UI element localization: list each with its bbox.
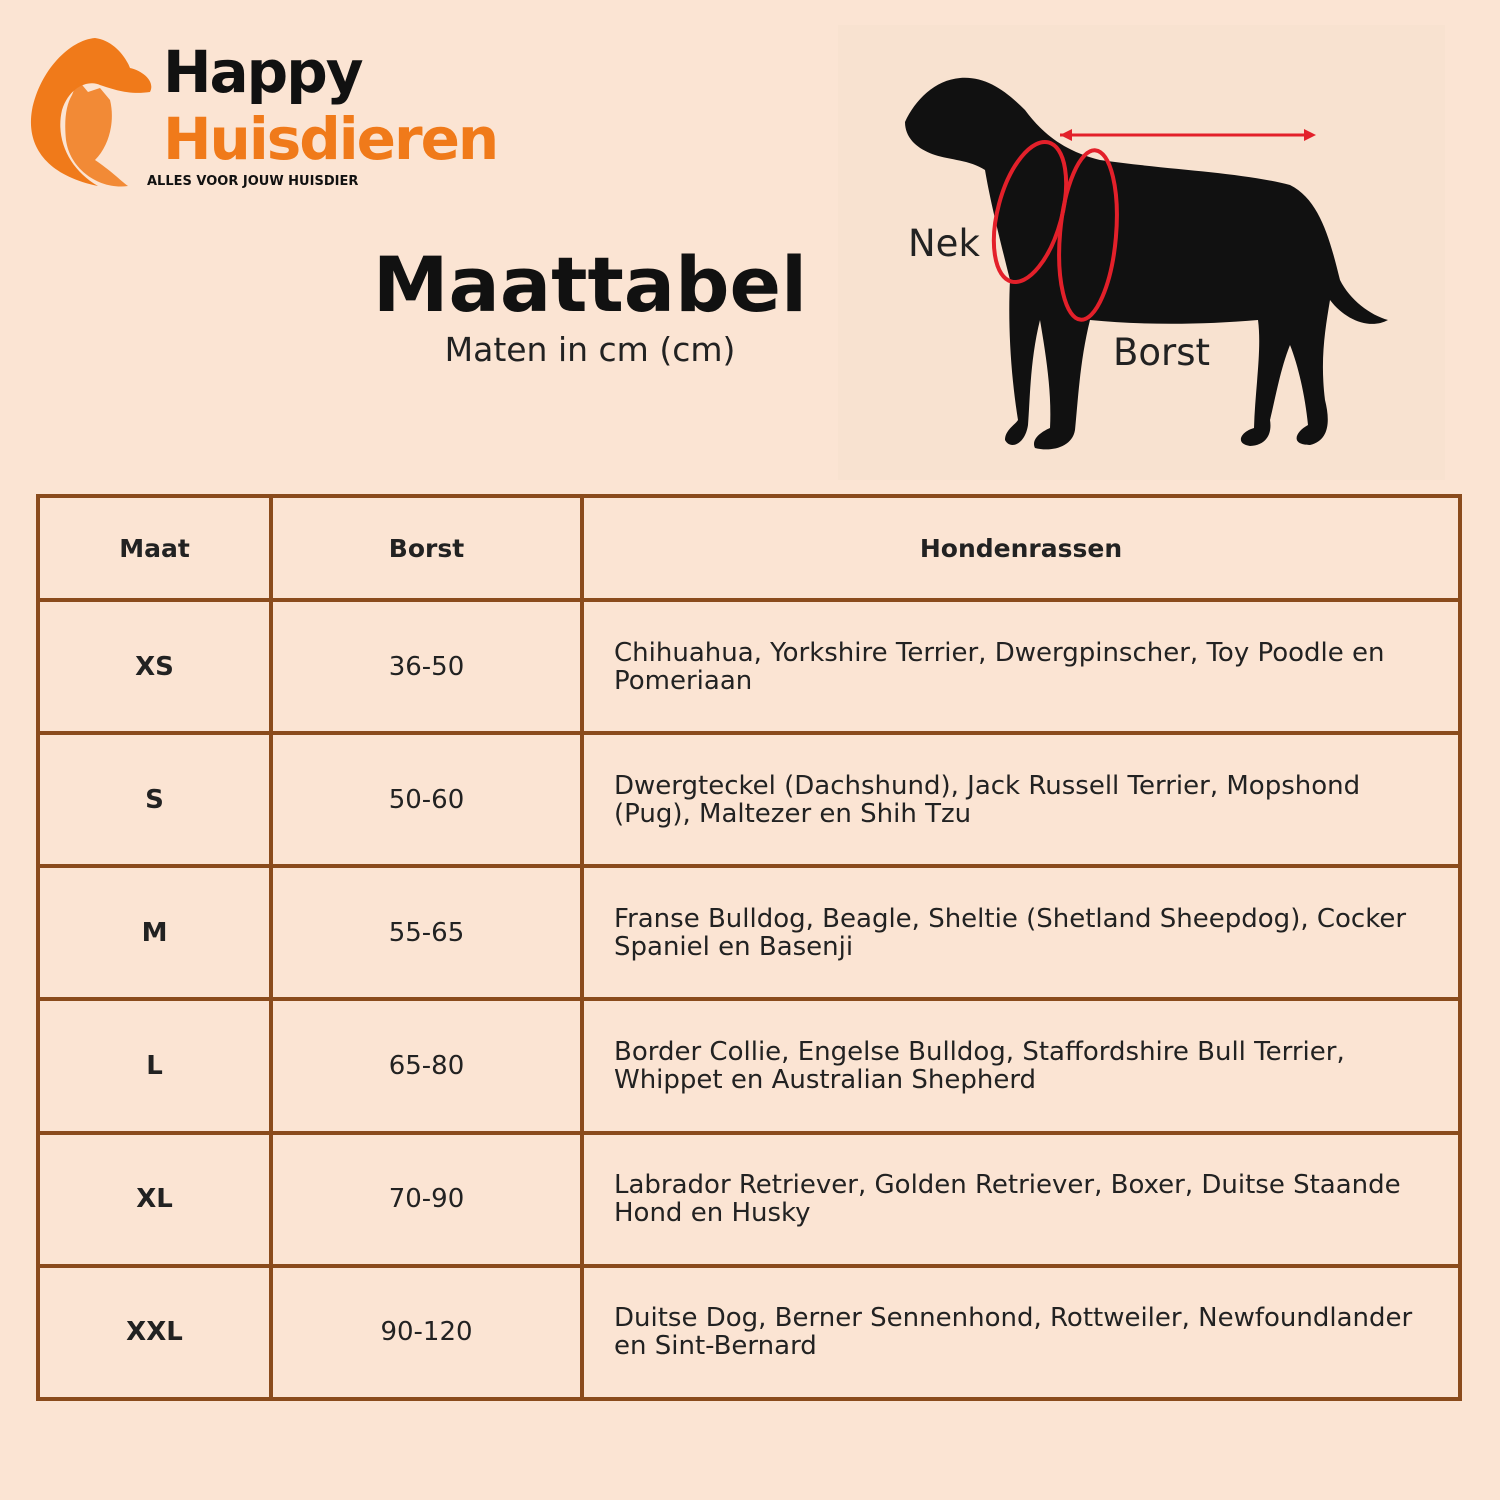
size-cell: XL (36, 1130, 273, 1268)
chest-label: Borst (1113, 331, 1211, 374)
column-header: Maat (36, 494, 273, 602)
breeds-cell: Chihuahua, Yorkshire Terrier, Dwergpinsc… (580, 597, 1462, 736)
table-row: L 65-80 Border Collie, Engelse Bulldog, St… (36, 997, 1462, 1135)
size-cell: XS (36, 597, 273, 736)
column-header: Hondenrassen (580, 494, 1462, 602)
logo-mark (30, 38, 152, 187)
dog-illustration (838, 25, 1445, 480)
title: Maattabel (372, 240, 808, 329)
size-cell: XXL (36, 1263, 273, 1402)
breeds-cell: Duitse Dog, Berner Sennenhond, Rottweile… (580, 1263, 1462, 1402)
table-row: XS 36-50 Chihuahua, Yorkshire Terrier, Dwe… (36, 597, 1462, 736)
breeds-cell: Franse Bulldog, Beagle, Sheltie (Shetlan… (580, 864, 1462, 1002)
logo-tagline: ALLES VOOR JOUW HUISDIER (147, 174, 359, 189)
table-row: S 50-60 Dwergteckel (Dachshund), Jack Russ… (36, 731, 1462, 869)
chest-cell: 36-50 (269, 597, 584, 736)
chest-cell: 70-90 (269, 1130, 584, 1268)
table-row: XXL 90-120 Duitse Dog, Berner Sennenhond, … (36, 1263, 1462, 1402)
chest-cell: 90-120 (269, 1263, 584, 1402)
size-table: Maat Borst Hondenrassen XS 36-50 Chihuahua, … (36, 494, 1462, 1402)
breeds-cell: Border Collie, Engelse Bulldog, Stafford… (580, 997, 1462, 1135)
graphics (30, 25, 1445, 480)
logo-line1: Happy (163, 38, 364, 106)
column-header: Borst (269, 494, 584, 602)
size-cell: L (36, 997, 273, 1135)
chest-cell: 65-80 (269, 997, 584, 1135)
table-row: M 55-65 Franse Bulldog, Beagle, Sheltie (S… (36, 864, 1462, 1002)
neck-label: Nek (908, 222, 980, 265)
logo-line2: Huisdieren (163, 105, 499, 173)
size-cell: S (36, 731, 273, 869)
chest-cell: 50-60 (269, 731, 584, 869)
breeds-cell: Dwergteckel (Dachshund), Jack Russell Te… (580, 731, 1462, 869)
size-cell: M (36, 864, 273, 1002)
breeds-cell: Labrador Retriever, Golden Retriever, Bo… (580, 1130, 1462, 1268)
table-row: XL 70-90 Labrador Retriever, Golden Retrie… (36, 1130, 1462, 1268)
table-body: XS 36-50 Chihuahua, Yorkshire Terrier, Dwe… (36, 597, 1462, 1402)
header-row: Maat Borst Hondenrassen (36, 494, 1462, 602)
chest-cell: 55-65 (269, 864, 584, 1002)
subtitle: Maten in cm (cm) (444, 330, 736, 369)
